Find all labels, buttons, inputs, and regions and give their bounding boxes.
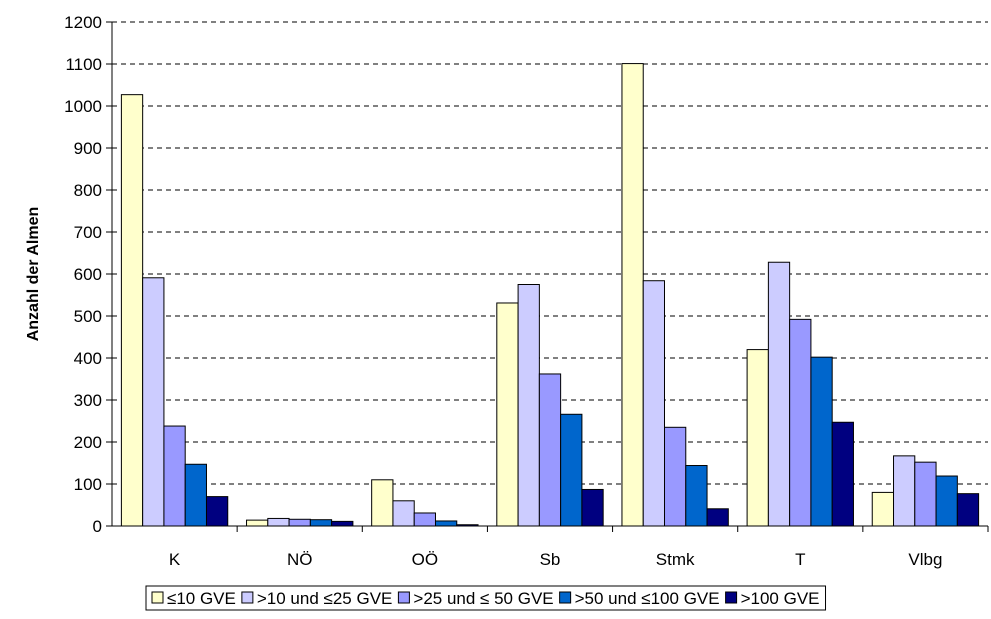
y-tick-label: 500 — [74, 307, 102, 326]
bar-K-2 — [142, 277, 165, 527]
y-tick-label: 800 — [74, 181, 102, 200]
bar-T-4 — [810, 356, 833, 527]
x-tick-label: Sb — [540, 550, 561, 569]
x-tick-label: NÖ — [287, 550, 313, 569]
bar-K-1 — [120, 94, 144, 527]
legend-swatch — [151, 591, 164, 604]
y-tick-label: 1200 — [64, 13, 102, 32]
bar-Sb-5 — [581, 488, 604, 527]
legend-label: >50 und ≤100 GVE — [575, 589, 720, 608]
bar-K-5 — [205, 496, 229, 527]
legend-swatch — [397, 591, 410, 604]
y-tick-label: 700 — [74, 223, 102, 242]
bar-OÖ-1 — [371, 479, 394, 527]
legend-label: ≤10 GVE — [167, 589, 236, 608]
bar-Vlbg-5 — [956, 493, 980, 527]
bar-NÖ-3 — [288, 518, 311, 527]
bars — [120, 63, 980, 527]
y-tick-label: 200 — [74, 433, 102, 452]
legend-swatch — [241, 591, 254, 604]
bar-Sb-2 — [517, 284, 540, 527]
bar-T-3 — [789, 318, 812, 527]
y-tick-label: 1000 — [64, 97, 102, 116]
legend-swatch — [725, 591, 738, 604]
legend-label: >10 und ≤25 GVE — [257, 589, 393, 608]
bar-Sb-1 — [496, 302, 519, 527]
bar-NÖ-5 — [331, 520, 354, 527]
y-tick-label: 900 — [74, 139, 102, 158]
x-tick-label: Vlbg — [908, 550, 942, 569]
bar-K-4 — [184, 463, 207, 527]
bar-Vlbg-1 — [871, 491, 895, 527]
bar-NÖ-1 — [246, 519, 269, 527]
legend-swatch — [559, 591, 572, 604]
y-axis-ticks: 0 100 200 300 400 500 600 700 800 900 1000 1100 1200 — [64, 13, 112, 536]
bar-Sb-3 — [538, 373, 562, 527]
x-tick-label: T — [795, 550, 805, 569]
legend-box — [145, 585, 827, 611]
y-tick-label: 100 — [74, 475, 102, 494]
bar-NÖ-2 — [267, 517, 290, 527]
y-tick-label: 600 — [74, 265, 102, 284]
bar-T-2 — [767, 261, 791, 527]
x-tick-label: OÖ — [412, 550, 438, 569]
bar-Stmk-5 — [706, 508, 729, 527]
bar-Stmk-3 — [664, 426, 687, 527]
x-tick-label: K — [169, 550, 181, 569]
bar-Vlbg-4 — [935, 475, 958, 527]
y-axis-label: Anzahl der Almen — [25, 207, 42, 342]
y-tick-label: 400 — [74, 349, 102, 368]
y-tick-label: 300 — [74, 391, 102, 410]
y-tick-label: 1100 — [65, 55, 102, 74]
bar-K-3 — [163, 425, 186, 527]
bar-Stmk-1 — [621, 63, 644, 527]
bar-T-5 — [831, 421, 854, 527]
bar-OÖ-4 — [434, 520, 458, 527]
bar-OÖ-3 — [413, 512, 436, 527]
bar-T-1 — [746, 349, 769, 527]
legend: ≤10 GVE >10 und ≤25 GVE >25 und ≤ 50 GVE >5… — [145, 585, 827, 611]
bar-NÖ-4 — [309, 519, 333, 527]
bar-Stmk-2 — [642, 280, 665, 527]
bar-Vlbg-2 — [893, 455, 916, 527]
bar-Stmk-4 — [685, 465, 708, 527]
axes — [111, 22, 988, 527]
bar-OÖ-2 — [392, 500, 415, 527]
bar-Vlbg-3 — [914, 461, 937, 527]
x-tick-label: Stmk — [656, 550, 695, 569]
legend-label: >25 und ≤ 50 GVE — [413, 589, 553, 608]
x-axis-ticks: K NÖ OÖ Sb Stmk T Vlbg — [169, 526, 989, 569]
legend-label: >100 GVE — [741, 589, 820, 608]
bar-Sb-4 — [560, 413, 583, 527]
y-tick-label: 0 — [93, 517, 102, 536]
